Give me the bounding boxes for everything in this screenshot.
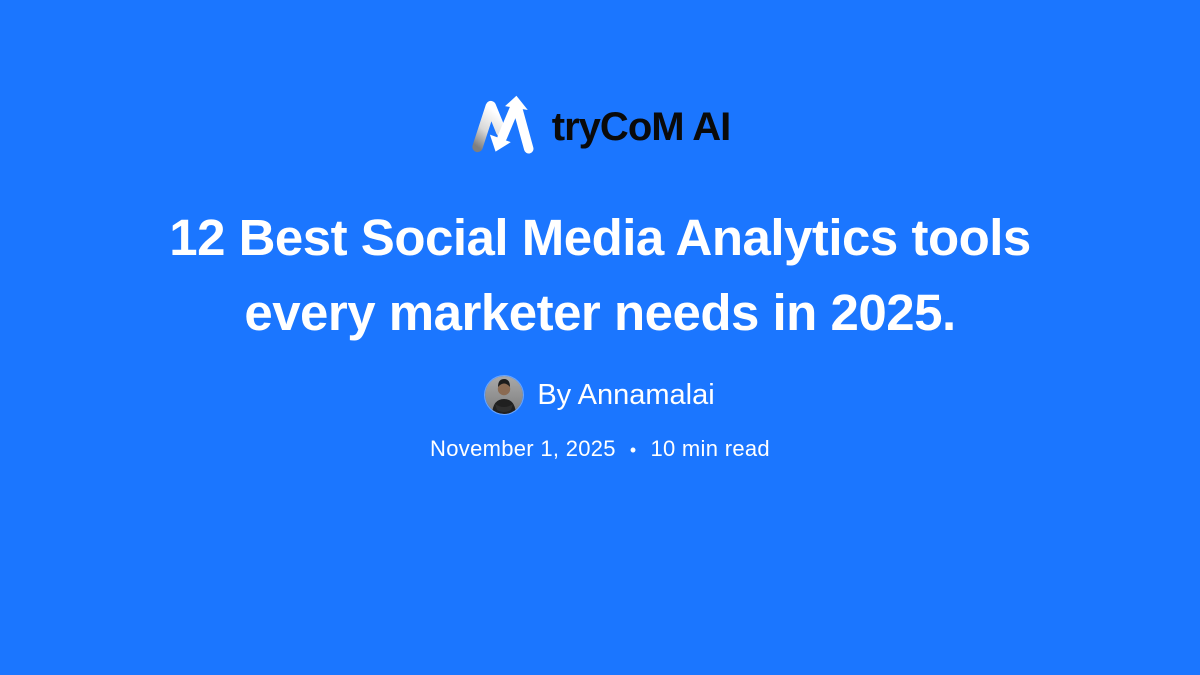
meta-separator-dot: • xyxy=(629,440,637,460)
m-double-arrow-logo-icon xyxy=(472,95,534,154)
article-title-line1: 12 Best Social Media Analytics tools xyxy=(169,209,1031,266)
brand-logo: tryCoM AI xyxy=(470,92,731,162)
author-photo-avatar xyxy=(485,376,524,414)
article-title: 12 Best Social Media Analytics tools eve… xyxy=(169,200,1031,350)
brand-logo-text: tryCoM AI xyxy=(551,105,731,149)
article-meta: November 1, 2025 • 10 min read xyxy=(430,436,770,462)
author-byline: By Annamalai xyxy=(485,376,715,414)
author-name: By Annamalai xyxy=(537,378,715,411)
publish-date: November 1, 2025 xyxy=(430,436,616,461)
article-title-line2: every marketer needs in 2025. xyxy=(244,284,956,341)
read-time: 10 min read xyxy=(650,436,770,461)
